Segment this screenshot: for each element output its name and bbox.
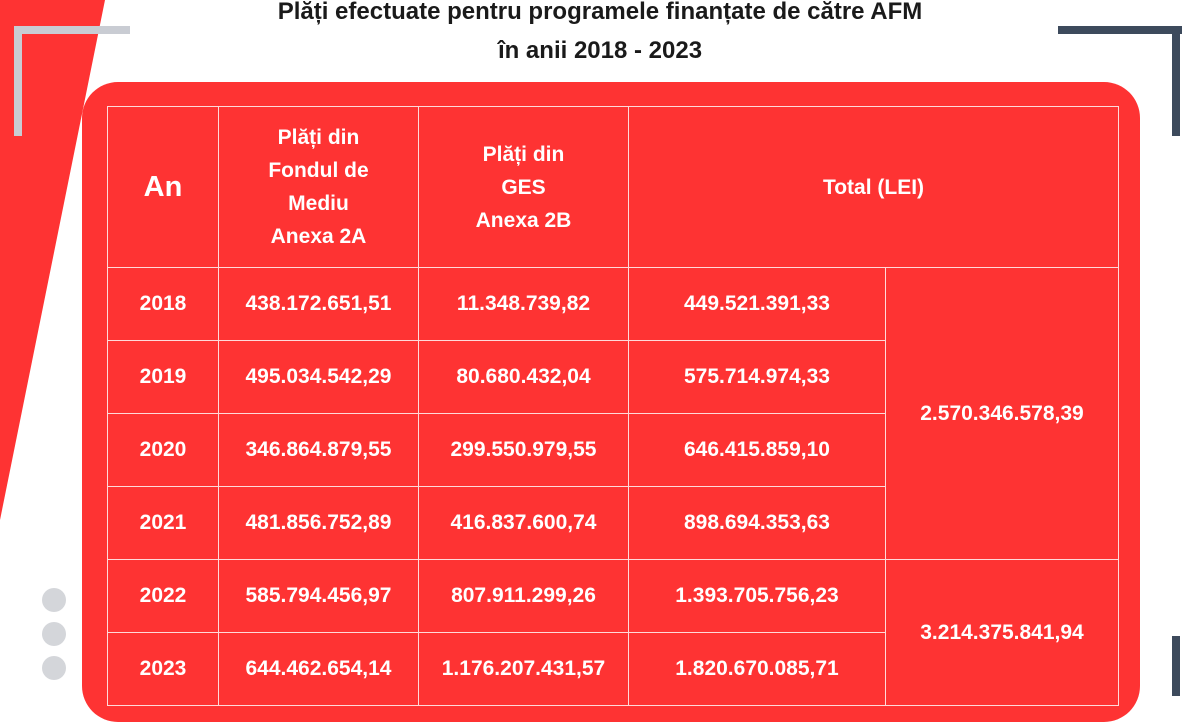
corner-bracket-top-right-vertical bbox=[1172, 26, 1180, 136]
corner-bracket-top-left-vertical bbox=[14, 26, 22, 136]
header-fondul-line: Mediu bbox=[288, 192, 349, 215]
header-fondul-line: Anexa 2A bbox=[270, 225, 367, 248]
corner-bracket-bottom-right bbox=[1172, 636, 1180, 696]
table-header-row: An Plăți din Fondul de Mediu Anexa 2A Pl… bbox=[107, 106, 1119, 268]
cell-year: 2020 bbox=[107, 413, 219, 487]
cell-fondul: 438.172.651,51 bbox=[218, 267, 419, 341]
table-row: 2020 346.864.879,55 299.550.979,55 646.4… bbox=[107, 413, 1119, 487]
page-title: Plăți efectuate pentru programele finanț… bbox=[0, 0, 1200, 70]
cell-year: 2023 bbox=[107, 632, 219, 706]
cell-ges: 299.550.979,55 bbox=[418, 413, 629, 487]
header-ges: Plăți din GES Anexa 2B bbox=[418, 106, 629, 268]
table-row: 2021 481.856.752,89 416.837.600,74 898.6… bbox=[107, 486, 1119, 560]
decorative-dot bbox=[42, 622, 66, 646]
decorative-dot bbox=[42, 588, 66, 612]
cell-ges: 1.176.207.431,57 bbox=[418, 632, 629, 706]
cell-total: 575.714.974,33 bbox=[628, 340, 886, 414]
cell-fondul: 481.856.752,89 bbox=[218, 486, 419, 560]
cell-total: 1.393.705.756,23 bbox=[628, 559, 886, 633]
cell-total: 449.521.391,33 bbox=[628, 267, 886, 341]
cell-ges: 807.911.299,26 bbox=[418, 559, 629, 633]
title-line-1: Plăți efectuate pentru programele finanț… bbox=[277, 0, 923, 25]
header-year: An bbox=[107, 106, 219, 268]
cell-year: 2018 bbox=[107, 267, 219, 341]
cell-ges: 11.348.739,82 bbox=[418, 267, 629, 341]
cell-year: 2021 bbox=[107, 486, 219, 560]
cell-year: 2019 bbox=[107, 340, 219, 414]
header-ges-line: Plăți din bbox=[482, 142, 565, 166]
title-line-2: în anii 2018 - 2023 bbox=[497, 37, 703, 64]
cell-total: 1.820.670.085,71 bbox=[628, 632, 886, 706]
corner-bracket-top-left bbox=[14, 26, 130, 34]
cell-year: 2022 bbox=[107, 559, 219, 633]
header-ges-line: Anexa 2B bbox=[475, 208, 572, 232]
cell-total: 898.694.353,63 bbox=[628, 486, 886, 560]
header-fondul-mediu: Plăți din Fondul de Mediu Anexa 2A bbox=[218, 106, 419, 268]
table-row: 2022 585.794.456,97 807.911.299,26 1.393… bbox=[107, 559, 1119, 706]
header-fondul-line: Fondul de bbox=[268, 159, 369, 182]
payments-table: An Plăți din Fondul de Mediu Anexa 2A Pl… bbox=[107, 106, 1119, 706]
red-diagonal-stripe bbox=[0, 0, 105, 520]
cell-ges: 80.680.432,04 bbox=[418, 340, 629, 414]
cell-group-total: 3.214.375.841,94 bbox=[885, 559, 1119, 706]
header-total: Total (LEI) bbox=[628, 106, 1119, 268]
cell-fondul: 495.034.542,29 bbox=[218, 340, 419, 414]
corner-bracket-top-right bbox=[1058, 26, 1182, 34]
cell-ges: 416.837.600,74 bbox=[418, 486, 629, 560]
header-ges-line: GES bbox=[501, 175, 546, 199]
header-fondul-line: Plăți din bbox=[277, 126, 360, 149]
cell-fondul: 644.462.654,14 bbox=[218, 632, 419, 706]
decorative-dot bbox=[42, 656, 66, 680]
cell-total: 646.415.859,10 bbox=[628, 413, 886, 487]
cell-group-total: 2.570.346.578,39 bbox=[885, 267, 1119, 560]
cell-fondul: 585.794.456,97 bbox=[218, 559, 419, 633]
cell-fondul: 346.864.879,55 bbox=[218, 413, 419, 487]
table-row: 2018 438.172.651,51 11.348.739,82 449.52… bbox=[107, 267, 1119, 560]
